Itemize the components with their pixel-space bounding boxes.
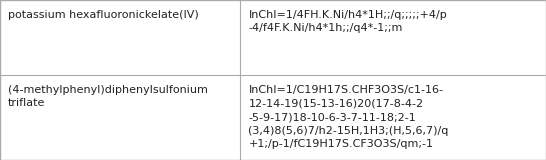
Text: (4-methylphenyl)diphenylsulfonium
triflate: (4-methylphenyl)diphenylsulfonium trifla… <box>8 85 208 108</box>
Text: InChI=1/C19H17S.CHF3O3S/c1-16-
12-14-19(15-13-16)20(17-8-4-2
-5-9-17)18-10-6-3-7: InChI=1/C19H17S.CHF3O3S/c1-16- 12-14-19(… <box>248 85 449 149</box>
Text: InChI=1/4FH.K.Ni/h4*1H;;/q;;;;;+4/p
-4/f4F.K.Ni/h4*1h;;/q4*-1;;m: InChI=1/4FH.K.Ni/h4*1H;;/q;;;;;+4/p -4/f… <box>248 10 447 33</box>
Text: potassium hexafluoronickelate(IV): potassium hexafluoronickelate(IV) <box>8 10 199 20</box>
